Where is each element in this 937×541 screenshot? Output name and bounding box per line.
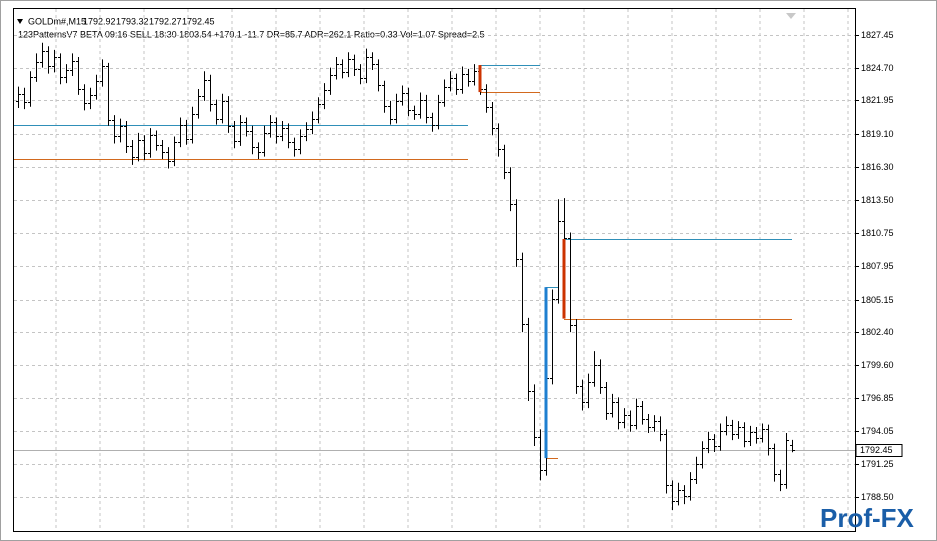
- current-price-box: [855, 444, 903, 457]
- y-tick-label: 1816.30: [861, 162, 894, 172]
- y-tick-label: 1805.15: [861, 295, 894, 305]
- indicator-text: 123PatternsV7 BETA 09:16 SELL 18:30 1803…: [18, 29, 485, 39]
- header-low: 1792.27: [149, 16, 182, 26]
- header-close: 1792.45: [182, 16, 215, 26]
- mark-layer: [14, 42, 855, 511]
- y-tick-label: 1819.10: [861, 129, 894, 139]
- grid-layer: [14, 9, 855, 531]
- shift-marker: [786, 13, 796, 19]
- logo: Prof-FX: [820, 503, 915, 533]
- y-tick-label: 1799.60: [861, 360, 894, 370]
- header-open: 1792.92: [83, 16, 116, 26]
- y-tick-label: 1794.05: [861, 426, 894, 436]
- symbol-title: GOLDm#,M15: [28, 16, 86, 26]
- header-high: 1793.32: [116, 16, 149, 26]
- y-tick-label: 1810.75: [861, 228, 894, 238]
- current-price-label: 1792.45: [860, 445, 893, 455]
- y-tick-label: 1802.40: [861, 327, 894, 337]
- y-tick-label: 1807.95: [861, 261, 894, 271]
- y-tick-label: 1821.95: [861, 95, 894, 105]
- y-tick-label: 1791.25: [861, 459, 894, 469]
- collapse-arrow[interactable]: [17, 19, 23, 24]
- y-tick-label: 1824.70: [861, 63, 894, 73]
- plot-frame: [13, 8, 856, 532]
- y-tick-label: 1788.50: [861, 492, 894, 502]
- y-tick-label: 1796.85: [861, 393, 894, 403]
- y-tick-label: 1813.50: [861, 195, 894, 205]
- y-tick-label: 1827.45: [861, 30, 894, 40]
